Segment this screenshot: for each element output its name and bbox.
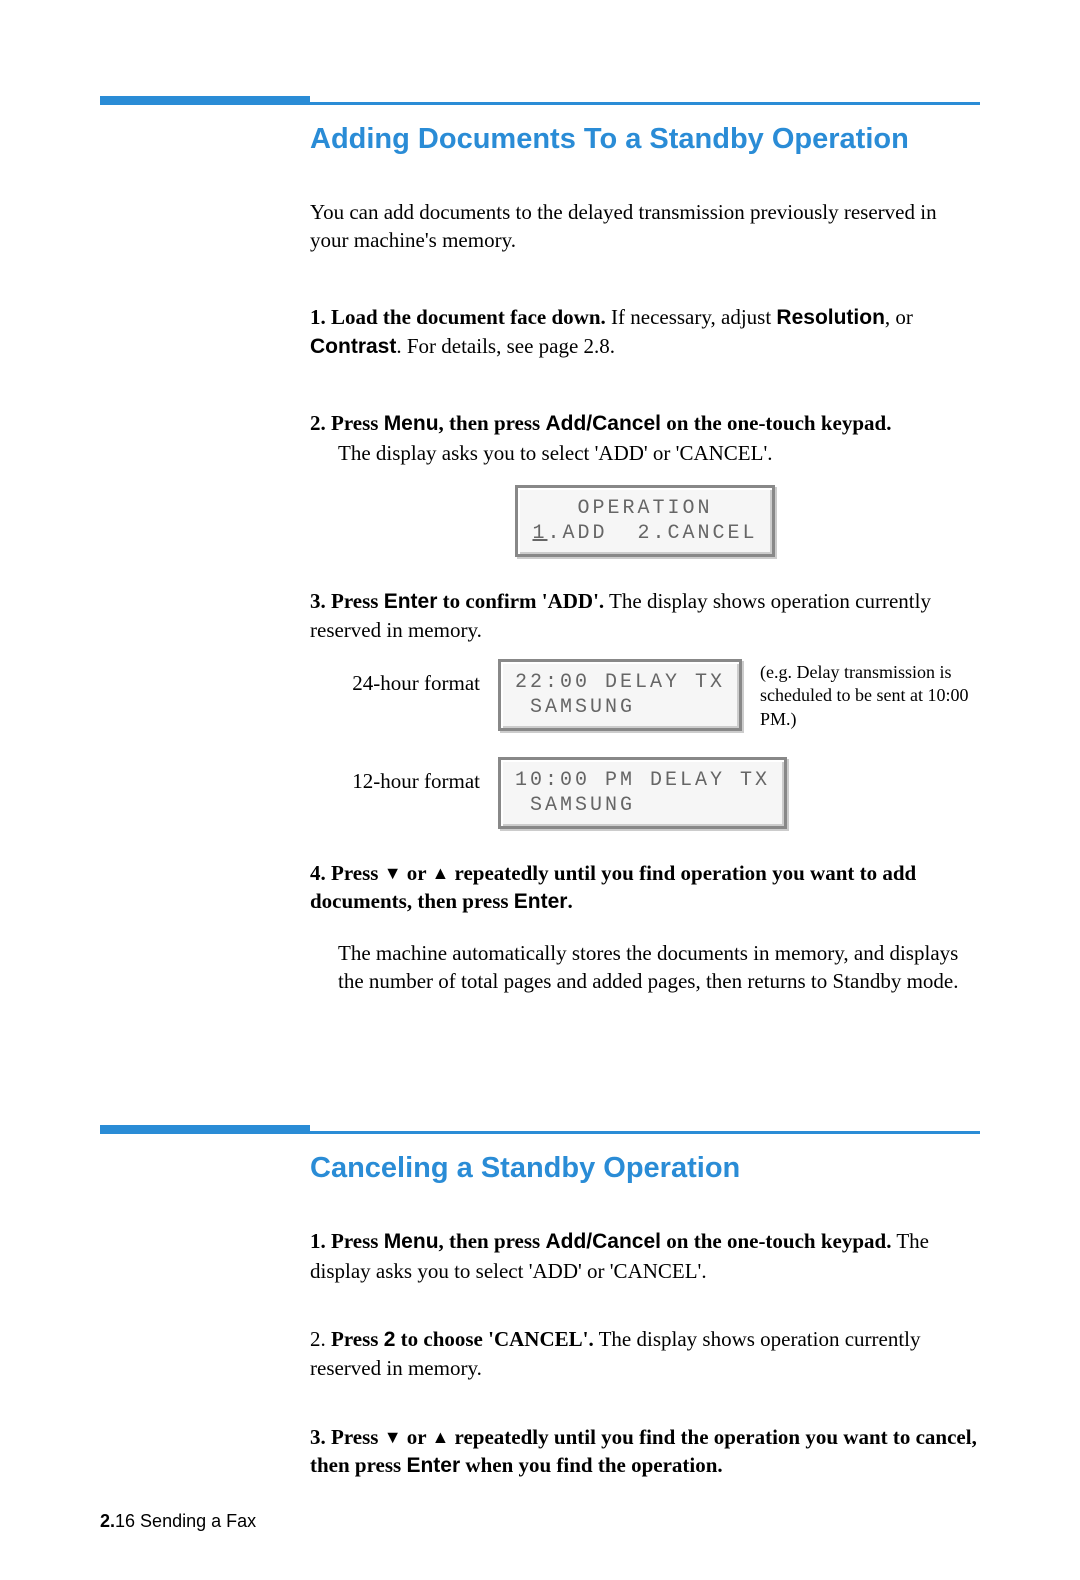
step-2-c: on the one-touch keypad. bbox=[661, 411, 891, 435]
step-2-line1: 2. Press Menu, then press Add/Cancel on … bbox=[310, 409, 980, 438]
s2s1-b: , then press bbox=[439, 1229, 546, 1253]
lcd-24h-l1: 22:00 DELAY TX bbox=[515, 670, 725, 695]
step-2-kw-menu: Menu bbox=[384, 412, 439, 435]
s2s2-kw-2: 2 bbox=[384, 1328, 396, 1351]
step-2-kw-addcancel: Add/Cancel bbox=[545, 412, 661, 435]
s2s2-b: to choose 'CANCEL'. bbox=[395, 1327, 593, 1351]
step-1-bold: 1. Load the document face down. bbox=[310, 305, 606, 329]
triangle-up-icon-2: ▲ bbox=[431, 1425, 449, 1449]
sec2-step-3: 3. Press ▼ or ▲ repeatedly until you fin… bbox=[310, 1423, 980, 1481]
step-3-a: 3. Press bbox=[310, 589, 384, 613]
lcd-line1: OPERATION bbox=[532, 496, 757, 521]
step-2-lcd-wrap: OPERATION1.ADD 2.CANCEL bbox=[310, 485, 980, 557]
s2s3-d: when you find the operation. bbox=[460, 1453, 723, 1477]
lcd-12h: 10:00 PM DELAY TX SAMSUNG bbox=[498, 757, 787, 829]
format-12h-row: 12-hour format 10:00 PM DELAY TX SAMSUNG bbox=[310, 757, 980, 829]
step-4-a: 4. Press bbox=[310, 861, 384, 885]
format-24h-label: 24-hour format bbox=[310, 659, 480, 697]
footer-chapter: 2. bbox=[100, 1511, 115, 1531]
section-1: Adding Documents To a Standby Operation … bbox=[310, 123, 980, 995]
lcd-line2-rest: .ADD 2.CANCEL bbox=[547, 522, 757, 545]
lcd-line2: 1.ADD 2.CANCEL bbox=[532, 521, 757, 546]
section-1-lead: You can add documents to the delayed tra… bbox=[310, 198, 980, 255]
lcd-12h-l2: SAMSUNG bbox=[515, 793, 770, 818]
format-note: (e.g. Delay transmission is scheduled to… bbox=[760, 659, 980, 731]
s2s2-num: 2. bbox=[310, 1327, 331, 1351]
s2s1-c: on the one-touch keypad. bbox=[661, 1229, 891, 1253]
step-2: 2. Press Menu, then press Add/Cancel on … bbox=[310, 409, 980, 557]
step-3-b: to confirm 'ADD'. bbox=[437, 589, 604, 613]
step-3-line1: 3. Press Enter to confirm 'ADD'. The dis… bbox=[310, 587, 980, 645]
triangle-down-icon: ▼ bbox=[384, 861, 402, 885]
lcd-line2-underline: 1 bbox=[532, 522, 547, 545]
s2s3-a: 3. Press bbox=[310, 1425, 384, 1449]
sec2-step-2: 2. Press 2 to choose 'CANCEL'. The displ… bbox=[310, 1325, 980, 1383]
step-2-b: , then press bbox=[439, 411, 546, 435]
format-24h-row: 24-hour format 22:00 DELAY TX SAMSUNG (e… bbox=[310, 659, 980, 731]
section-2-title: Canceling a Standby Operation bbox=[310, 1152, 980, 1185]
s2s1-a: 1. Press bbox=[310, 1229, 384, 1253]
step-1-text-c: . For details, see page 2.8. bbox=[396, 334, 615, 358]
footer-label: Sending a Fax bbox=[135, 1511, 256, 1531]
divider-thick bbox=[100, 96, 310, 105]
triangle-up-icon: ▲ bbox=[431, 861, 449, 885]
s2s3-kw-enter: Enter bbox=[406, 1454, 460, 1477]
step-4-line1: 4. Press ▼ or ▲ repeatedly until you fin… bbox=[310, 859, 980, 917]
section-divider-2 bbox=[100, 1125, 980, 1134]
step-3-kw-enter: Enter bbox=[384, 590, 438, 613]
step-1-kw-resolution: Resolution bbox=[776, 306, 885, 329]
lcd-12h-l1: 10:00 PM DELAY TX bbox=[515, 768, 770, 793]
footer-page-num: 16 bbox=[115, 1511, 135, 1531]
s2s1-kw-menu: Menu bbox=[384, 1230, 439, 1253]
step-4-b: or bbox=[402, 861, 432, 885]
sec2-step-1: 1. Press Menu, then press Add/Cancel on … bbox=[310, 1227, 980, 1285]
lcd-24h-l2: SAMSUNG bbox=[515, 695, 725, 720]
step-1-text-b: , or bbox=[885, 305, 913, 329]
s2s1-kw-addcancel: Add/Cancel bbox=[545, 1230, 661, 1253]
step-4: 4. Press ▼ or ▲ repeatedly until you fin… bbox=[310, 859, 980, 995]
lcd-24h: 22:00 DELAY TX SAMSUNG bbox=[498, 659, 742, 731]
s2s2-a: Press bbox=[331, 1327, 384, 1351]
step-4-kw-enter: Enter bbox=[514, 890, 568, 913]
step-2-a: 2. Press bbox=[310, 411, 384, 435]
step-4-para: The machine automatically stores the doc… bbox=[310, 939, 980, 996]
section-2: Canceling a Standby Operation 1. Press M… bbox=[310, 1152, 980, 1480]
step-4-d: . bbox=[567, 889, 572, 913]
step-1-kw-contrast: Contrast bbox=[310, 335, 396, 358]
step-3: 3. Press Enter to confirm 'ADD'. The dis… bbox=[310, 587, 980, 829]
step-2-line2: The display asks you to select 'ADD' or … bbox=[310, 439, 980, 467]
format-12h-label: 12-hour format bbox=[310, 757, 480, 795]
divider-thin bbox=[310, 102, 980, 105]
lcd-operation: OPERATION1.ADD 2.CANCEL bbox=[515, 485, 774, 557]
section-divider bbox=[100, 96, 980, 105]
step-1-text-a: If necessary, adjust bbox=[606, 305, 777, 329]
divider-thick-2 bbox=[100, 1125, 310, 1134]
s2s3-b: or bbox=[402, 1425, 432, 1449]
triangle-down-icon-2: ▼ bbox=[384, 1425, 402, 1449]
section-1-title: Adding Documents To a Standby Operation bbox=[310, 123, 980, 156]
step-1: 1. Load the document face down. If neces… bbox=[310, 303, 980, 362]
divider-thin-2 bbox=[310, 1131, 980, 1134]
page-footer: 2.16 Sending a Fax bbox=[100, 1511, 256, 1532]
